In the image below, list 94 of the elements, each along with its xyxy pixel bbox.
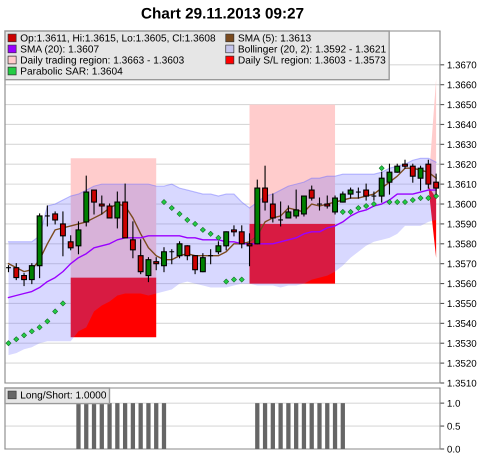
point — [355, 205, 362, 211]
candlestick — [13, 263, 20, 280]
candlestick — [91, 190, 97, 215]
y-tick-label: 0.0 — [447, 446, 460, 453]
point — [6, 340, 12, 346]
point — [363, 203, 370, 209]
point — [402, 199, 408, 205]
candlestick — [238, 225, 245, 248]
y-tick-label: 1.3650 — [448, 101, 476, 108]
candlestick — [168, 249, 175, 264]
point — [231, 276, 237, 282]
point — [52, 308, 58, 314]
candlestick — [200, 253, 206, 272]
y-tick-label: 1.3510 — [448, 380, 476, 387]
point — [216, 234, 222, 241]
candlestick — [76, 221, 82, 254]
candlestick — [208, 249, 214, 264]
y-tick-label: 1.3560 — [448, 280, 476, 288]
point — [60, 300, 66, 306]
point — [418, 195, 424, 201]
legend-label: Long/Short: 1.0000 — [21, 391, 106, 401]
point — [433, 193, 439, 199]
point — [13, 336, 20, 342]
y-tick-label: 1.0 — [448, 400, 460, 407]
candlestick — [138, 239, 144, 274]
y-tick-label: 1.3620 — [448, 160, 476, 168]
point — [340, 209, 346, 215]
legend-label: Op:1.3611, Hi:1.3615, Lo:1.3605, Cl:1.3608 — [20, 34, 216, 44]
y-tick-label: 1.3660 — [448, 81, 476, 88]
point — [44, 318, 50, 324]
candlestick — [153, 257, 160, 270]
point — [394, 199, 400, 205]
y-tick-label: 1.3530 — [448, 340, 476, 347]
point — [386, 199, 392, 205]
point — [36, 324, 42, 330]
y-tick-label: 1.3610 — [448, 180, 476, 188]
point — [21, 332, 27, 338]
point — [192, 221, 198, 227]
candlestick — [300, 196, 307, 217]
candlestick — [332, 196, 338, 215]
point — [371, 201, 377, 207]
candlestick — [21, 273, 28, 286]
legend-label: Bollinger (20, 2): 1.3592 - 1.3621 — [238, 45, 386, 55]
candlestick — [316, 197, 322, 211]
y-tick-label: 1.3580 — [448, 240, 476, 248]
y-tick-label: 1.3640 — [448, 121, 476, 128]
candlestick — [68, 235, 74, 250]
point — [184, 217, 190, 223]
y-tick-label: 1.3590 — [448, 220, 476, 228]
legend-label: SMA (5): 1.3613 — [238, 34, 311, 44]
candlestick — [44, 205, 50, 226]
candlestick — [355, 188, 362, 199]
candlestick — [246, 233, 252, 266]
line-series — [8, 189, 437, 298]
candlestick — [60, 211, 66, 256]
legend-label: Parabolic SAR: 1.3604 — [21, 67, 122, 75]
candlestick — [278, 201, 284, 226]
candlestick — [176, 241, 183, 258]
point — [161, 199, 167, 205]
candlestick — [370, 192, 377, 201]
y-tick-label: 1.3600 — [448, 200, 476, 208]
candlestick — [130, 221, 136, 258]
candlestick — [363, 184, 370, 201]
y-tick-label: 1.3550 — [448, 300, 476, 308]
point — [238, 276, 245, 282]
candlestick — [52, 211, 58, 224]
point — [223, 278, 230, 284]
point — [378, 165, 385, 172]
candlestick — [386, 164, 392, 195]
point — [425, 195, 432, 201]
y-tick-label: 1.3630 — [448, 141, 476, 148]
point — [208, 230, 214, 237]
legend-label: Daily trading region: 1.3663 - 1.3603 — [21, 56, 184, 66]
y-tick-label: 1.3670 — [448, 62, 476, 68]
point — [410, 197, 416, 203]
candlestick — [231, 225, 237, 236]
candlestick — [324, 196, 330, 209]
point — [168, 205, 175, 211]
legend-label: Daily S/L region: 1.3603 - 1.3573 — [238, 56, 386, 66]
candlestick — [308, 186, 315, 201]
point — [176, 211, 182, 217]
chart-title: Chart 29.11.2013 09:27 — [142, 7, 304, 19]
y-tick-label: 1.3570 — [448, 260, 476, 268]
point — [348, 209, 354, 215]
point — [28, 328, 35, 334]
legend-label: SMA (20): 1.3607 — [20, 45, 99, 55]
point — [200, 226, 206, 233]
candlestick — [161, 247, 167, 272]
y-tick-label: 0.5 — [447, 422, 460, 430]
candlestick — [145, 257, 152, 282]
candlestick — [378, 172, 385, 203]
candlestick — [270, 194, 276, 222]
y-tick-label: 1.3520 — [448, 360, 476, 367]
y-tick-label: 1.3540 — [448, 320, 476, 327]
